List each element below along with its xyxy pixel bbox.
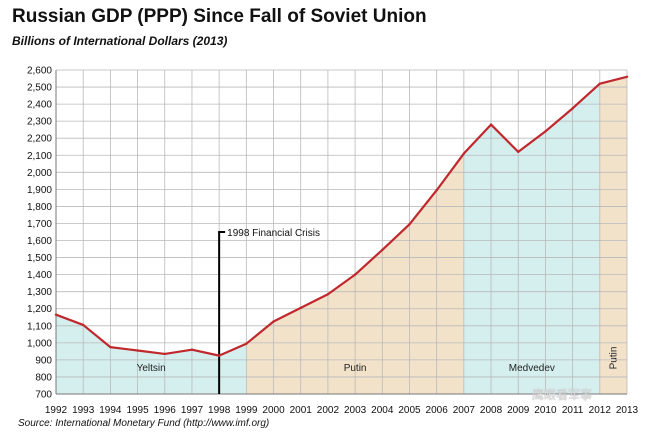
data-point	[544, 130, 547, 133]
y-tick-label: 2,300	[27, 117, 52, 128]
data-point	[163, 352, 166, 356]
x-tick-label: 1992	[45, 405, 68, 416]
data-point	[489, 123, 493, 126]
x-tick-label: 1997	[181, 405, 204, 416]
era-label: Yeltsin	[137, 363, 166, 374]
data-point	[81, 323, 85, 327]
x-tick-label: 1998	[208, 405, 231, 416]
y-tick-label: 2,100	[27, 151, 52, 162]
era-area-3	[599, 76, 627, 395]
x-tick-label: 2009	[507, 405, 530, 416]
x-tick-label: 2000	[262, 405, 285, 416]
data-point	[299, 306, 302, 310]
chart-title: Russian GDP (PPP) Since Fall of Soviet U…	[12, 6, 427, 27]
data-point	[245, 342, 248, 345]
data-point	[353, 273, 357, 276]
data-point	[625, 75, 629, 79]
y-tick-label: 1,900	[27, 185, 52, 196]
data-point	[54, 313, 58, 316]
data-point	[408, 223, 411, 226]
x-tick-label: 2013	[616, 405, 639, 416]
data-point	[272, 320, 275, 323]
y-tick-label: 1,700	[27, 219, 52, 230]
x-tick-label: 1994	[99, 405, 122, 416]
y-tick-label: 2,000	[27, 168, 52, 179]
data-point	[190, 348, 194, 351]
data-point	[571, 107, 574, 110]
y-tick-label: 900	[35, 355, 52, 366]
data-point	[435, 189, 438, 192]
y-tick-label: 1,100	[27, 321, 52, 332]
gdp-series-line	[55, 75, 628, 357]
y-tick-label: 1,200	[27, 304, 52, 315]
y-tick-label: 2,500	[27, 83, 52, 94]
x-tick-label: 2004	[371, 405, 394, 416]
y-tick-label: 2,400	[27, 100, 52, 111]
x-tick-label: 2010	[534, 405, 557, 416]
data-point	[598, 82, 602, 85]
x-tick-label: 2012	[589, 405, 612, 416]
y-tick-label: 1,400	[27, 270, 52, 281]
y-tick-label: 1,500	[27, 253, 52, 264]
chart-source: Source: International Monetary Fund (htt…	[18, 418, 270, 429]
x-tick-label: 2011	[562, 405, 584, 416]
y-tick-label: 1,000	[27, 338, 52, 349]
x-tick-label: 2006	[426, 405, 449, 416]
x-tick-label: 1996	[154, 405, 177, 416]
y-tick-label: 1,300	[27, 287, 52, 298]
data-point	[326, 293, 330, 296]
data-point	[217, 354, 221, 357]
crisis-annotation: 1998 Financial Crisis	[227, 228, 320, 239]
x-tick-label: 2001	[290, 405, 313, 416]
y-tick-label: 2,600	[27, 66, 52, 77]
data-point	[109, 345, 112, 349]
era-area-2	[463, 83, 600, 395]
x-tick-label: 1995	[126, 405, 149, 416]
x-tick-label: 2002	[317, 405, 340, 416]
era-label: Putin	[344, 363, 367, 374]
x-tick-label: 2005	[398, 405, 421, 416]
data-point	[136, 349, 139, 352]
x-tick-label: 1999	[235, 405, 258, 416]
chart-subtitle: Billions of International Dollars (2013)	[12, 34, 228, 48]
y-tick-label: 2,200	[27, 134, 52, 145]
x-tick-label: 1993	[72, 405, 95, 416]
data-point	[381, 248, 384, 252]
data-point	[517, 150, 520, 154]
y-tick-label: 1,800	[27, 202, 52, 213]
y-tick-label: 800	[35, 372, 52, 383]
x-tick-label: 2008	[480, 405, 503, 416]
x-tick-label: 2007	[453, 405, 476, 416]
era-label: Putin	[608, 347, 619, 370]
watermark: 鹰眼看军事	[532, 388, 593, 402]
era-area-0	[56, 314, 247, 394]
y-tick-label: 700	[35, 390, 52, 401]
y-tick-label: 1,600	[27, 236, 52, 247]
era-label: Medvedev	[509, 363, 555, 374]
data-point	[462, 152, 466, 155]
x-tick-label: 2003	[344, 405, 367, 416]
